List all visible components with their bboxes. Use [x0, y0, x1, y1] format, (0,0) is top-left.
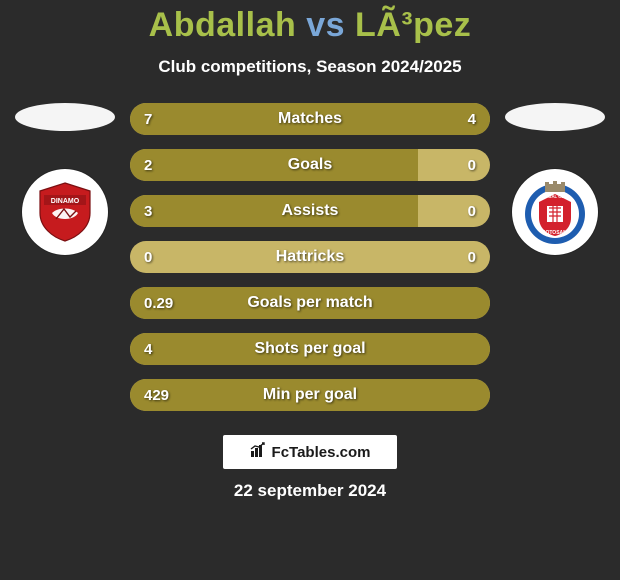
stat-bar: 20Goals — [130, 149, 490, 181]
stat-fill-left — [130, 149, 418, 181]
footer-brand: FcTables.com — [223, 435, 397, 469]
stat-value-left: 7 — [144, 111, 152, 128]
stat-fill-left — [130, 195, 418, 227]
stat-value-left: 0.29 — [144, 295, 173, 312]
stat-bar: 74Matches — [130, 103, 490, 135]
stat-value-right: 0 — [468, 249, 476, 266]
svg-text:DINAMO: DINAMO — [51, 198, 80, 205]
title-player2: LÃ³pez — [355, 6, 471, 44]
stat-fill-left — [130, 333, 490, 365]
stat-value-right: 0 — [468, 203, 476, 220]
left-side: DINAMO — [5, 103, 125, 255]
stat-value-left: 4 — [144, 341, 152, 358]
footer-brand-text: FcTables.com — [272, 444, 371, 461]
dinamo-logo-icon: DINAMO — [30, 177, 100, 247]
svg-text:BOTOSANI: BOTOSANI — [542, 230, 569, 236]
stat-value-left: 429 — [144, 387, 169, 404]
title-vs: vs — [306, 6, 345, 44]
right-team-logo: FOTBAL CLUB BOTOSANI — [512, 169, 598, 255]
stat-value-right: 0 — [468, 157, 476, 174]
right-side: FOTBAL CLUB BOTOSANI — [495, 103, 615, 255]
left-team-logo: DINAMO — [22, 169, 108, 255]
right-shadow-ellipse — [505, 103, 605, 131]
stat-fill-left — [130, 103, 359, 135]
stat-bar: 0 0Hattricks — [130, 241, 490, 273]
stat-fill-left — [130, 287, 490, 319]
stat-value-left: 3 — [144, 203, 152, 220]
date-text: 22 september 2024 — [0, 481, 620, 501]
page-title: Abdallah vs LÃ³pez — [0, 6, 620, 45]
svg-text:FOTBAL CLUB: FOTBAL CLUB — [540, 194, 570, 199]
stat-bar: 429Min per goal — [130, 379, 490, 411]
chart-icon — [250, 442, 268, 462]
botosani-logo-icon: FOTBAL CLUB BOTOSANI — [519, 176, 591, 248]
stat-value-right: 4 — [468, 111, 476, 128]
left-shadow-ellipse — [15, 103, 115, 131]
stat-bar: 4Shots per goal — [130, 333, 490, 365]
stat-bar: 0.29Goals per match — [130, 287, 490, 319]
subtitle: Club competitions, Season 2024/2025 — [0, 57, 620, 77]
stats-column: 74Matches20Goals30Assists00Hattricks0.29… — [125, 103, 495, 411]
stat-label: Hattricks — [130, 248, 490, 266]
comparison-area: DINAMO 74Matches20Goals30Assists00Hattri… — [0, 103, 620, 411]
stat-bar: 30Assists — [130, 195, 490, 227]
title-player1: Abdallah — [149, 6, 297, 44]
stat-value-left: 2 — [144, 157, 152, 174]
stat-fill-left — [130, 379, 490, 411]
stat-value-left: 0 — [144, 249, 152, 266]
